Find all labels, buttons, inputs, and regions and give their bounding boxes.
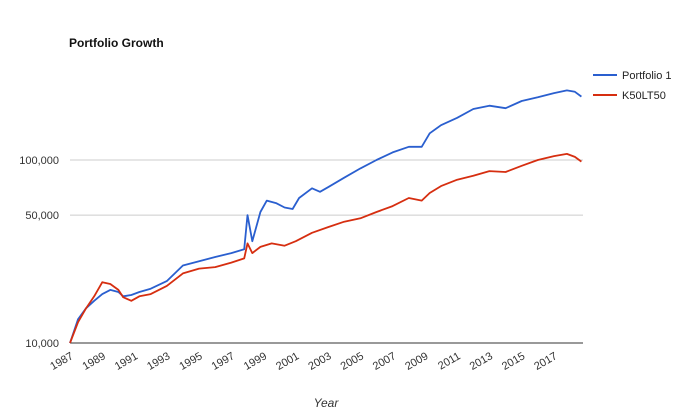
- x-tick-label: 1987: [48, 350, 75, 373]
- series-line-2: [69, 153, 582, 344]
- y-tick-label: 100,000: [19, 155, 59, 167]
- legend-label: K50LT50: [622, 90, 666, 102]
- y-axis-ticks: 10,000 50,000 100,000: [19, 155, 59, 350]
- x-axis-title: Year: [314, 396, 340, 410]
- y-tick-label: 50,000: [25, 210, 59, 222]
- x-tick-label: 1999: [242, 350, 269, 373]
- legend-label: Portfolio 1: [622, 70, 672, 82]
- series-line-1: [69, 89, 582, 344]
- x-tick-label: 2017: [532, 350, 559, 373]
- gridlines: [70, 159, 583, 216]
- x-tick-label: 1991: [113, 350, 140, 373]
- x-tick-label: 1997: [210, 350, 237, 373]
- x-tick-label: 1993: [145, 350, 172, 373]
- x-tick-label: 1989: [81, 350, 108, 373]
- series-lines: [69, 89, 582, 344]
- legend: Portfolio 1 K50LT50: [593, 70, 672, 102]
- x-tick-label: 2015: [500, 350, 527, 373]
- x-tick-label: 2013: [468, 350, 495, 373]
- x-tick-label: 2005: [339, 350, 366, 373]
- x-tick-label: 2011: [436, 350, 462, 372]
- x-tick-label: 2009: [403, 350, 430, 373]
- y-tick-label: 10,000: [25, 338, 59, 350]
- x-tick-label: 1995: [177, 350, 204, 373]
- x-tick-label: 2003: [306, 350, 333, 373]
- chart-title: Portfolio Growth: [69, 36, 164, 50]
- x-axis-ticks: 1987 1989 1991 1993 1995 1997 1999 2001 2003 2005…: [48, 350, 559, 373]
- x-tick-label: 2001: [274, 350, 301, 373]
- x-tick-label: 2007: [371, 350, 398, 373]
